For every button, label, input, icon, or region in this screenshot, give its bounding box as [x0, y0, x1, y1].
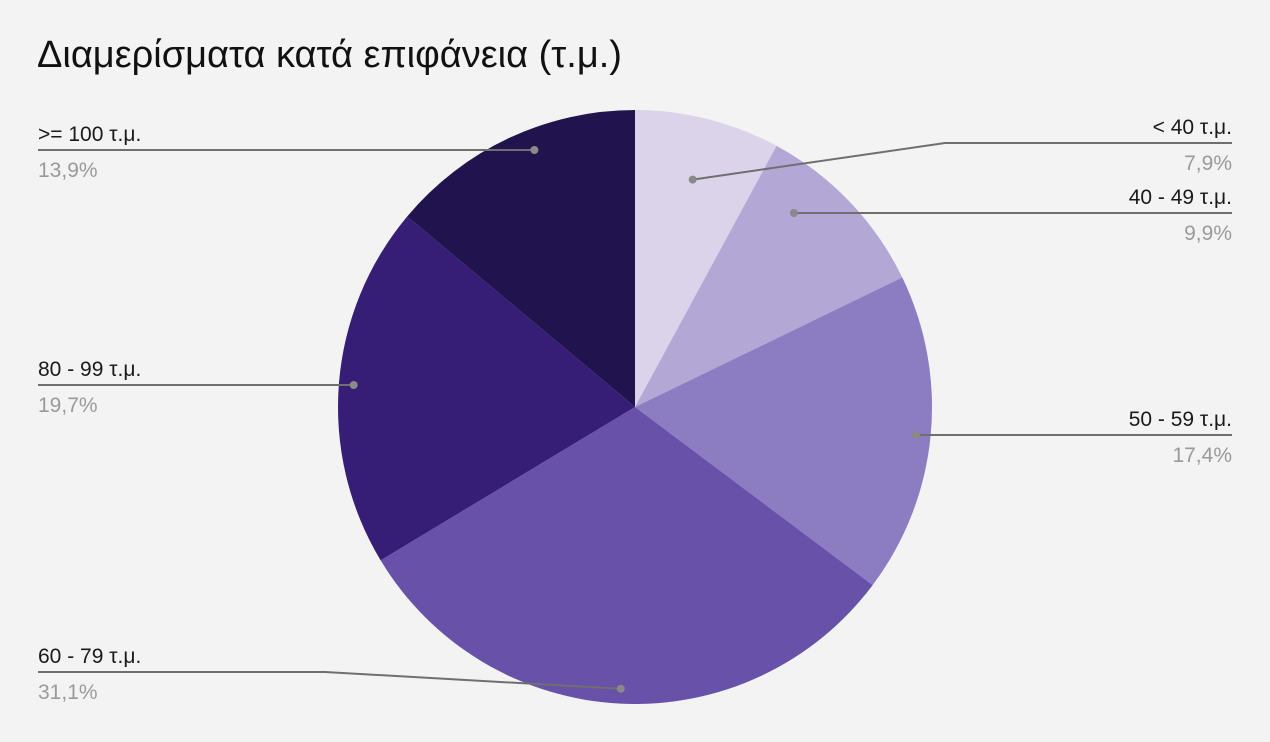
callout-line: [38, 671, 621, 690]
slice-value-label: 7,9%: [1184, 152, 1232, 175]
pie-callouts: < 40 τ.μ. 7,9% 40 - 49 τ.μ. 9,9% 50 - 59 τ.μ…: [38, 116, 1232, 704]
slice-value-label: 19,7%: [38, 394, 98, 417]
pie-slice: [380, 407, 873, 704]
callout-dot: [789, 209, 798, 217]
slice-value-label: 13,9%: [38, 159, 98, 182]
slice-value-label: 9,9%: [1184, 222, 1232, 245]
slice-value-label: 17,4%: [1172, 444, 1232, 467]
callout-dot: [616, 684, 625, 693]
pie-slice: [635, 110, 777, 407]
callout-dot: [530, 146, 539, 154]
pie-slice: [635, 277, 932, 586]
pie-slice: [407, 110, 635, 407]
pie-slice: [635, 145, 903, 407]
slice-label: < 40 τ.μ.: [1153, 116, 1232, 139]
slice-label: >= 100 τ.μ.: [38, 123, 141, 146]
pie-slice: [337, 216, 635, 561]
callout-line: [692, 142, 1232, 181]
chart-title: Διαμερίσματα κατά επιφάνεια (τ.μ.): [37, 34, 622, 76]
callout-dot: [911, 431, 920, 439]
slice-label: 80 - 99 τ.μ.: [38, 358, 141, 381]
slice-label: 40 - 49 τ.μ.: [1129, 186, 1232, 209]
slice-label: 50 - 59 τ.μ.: [1129, 408, 1232, 431]
callout-dot: [688, 175, 697, 184]
slice-value-label: 31,1%: [38, 681, 98, 704]
slice-label: 60 - 79 τ.μ.: [38, 645, 141, 668]
callout-dot: [349, 381, 358, 389]
pie-slices: [337, 110, 932, 704]
